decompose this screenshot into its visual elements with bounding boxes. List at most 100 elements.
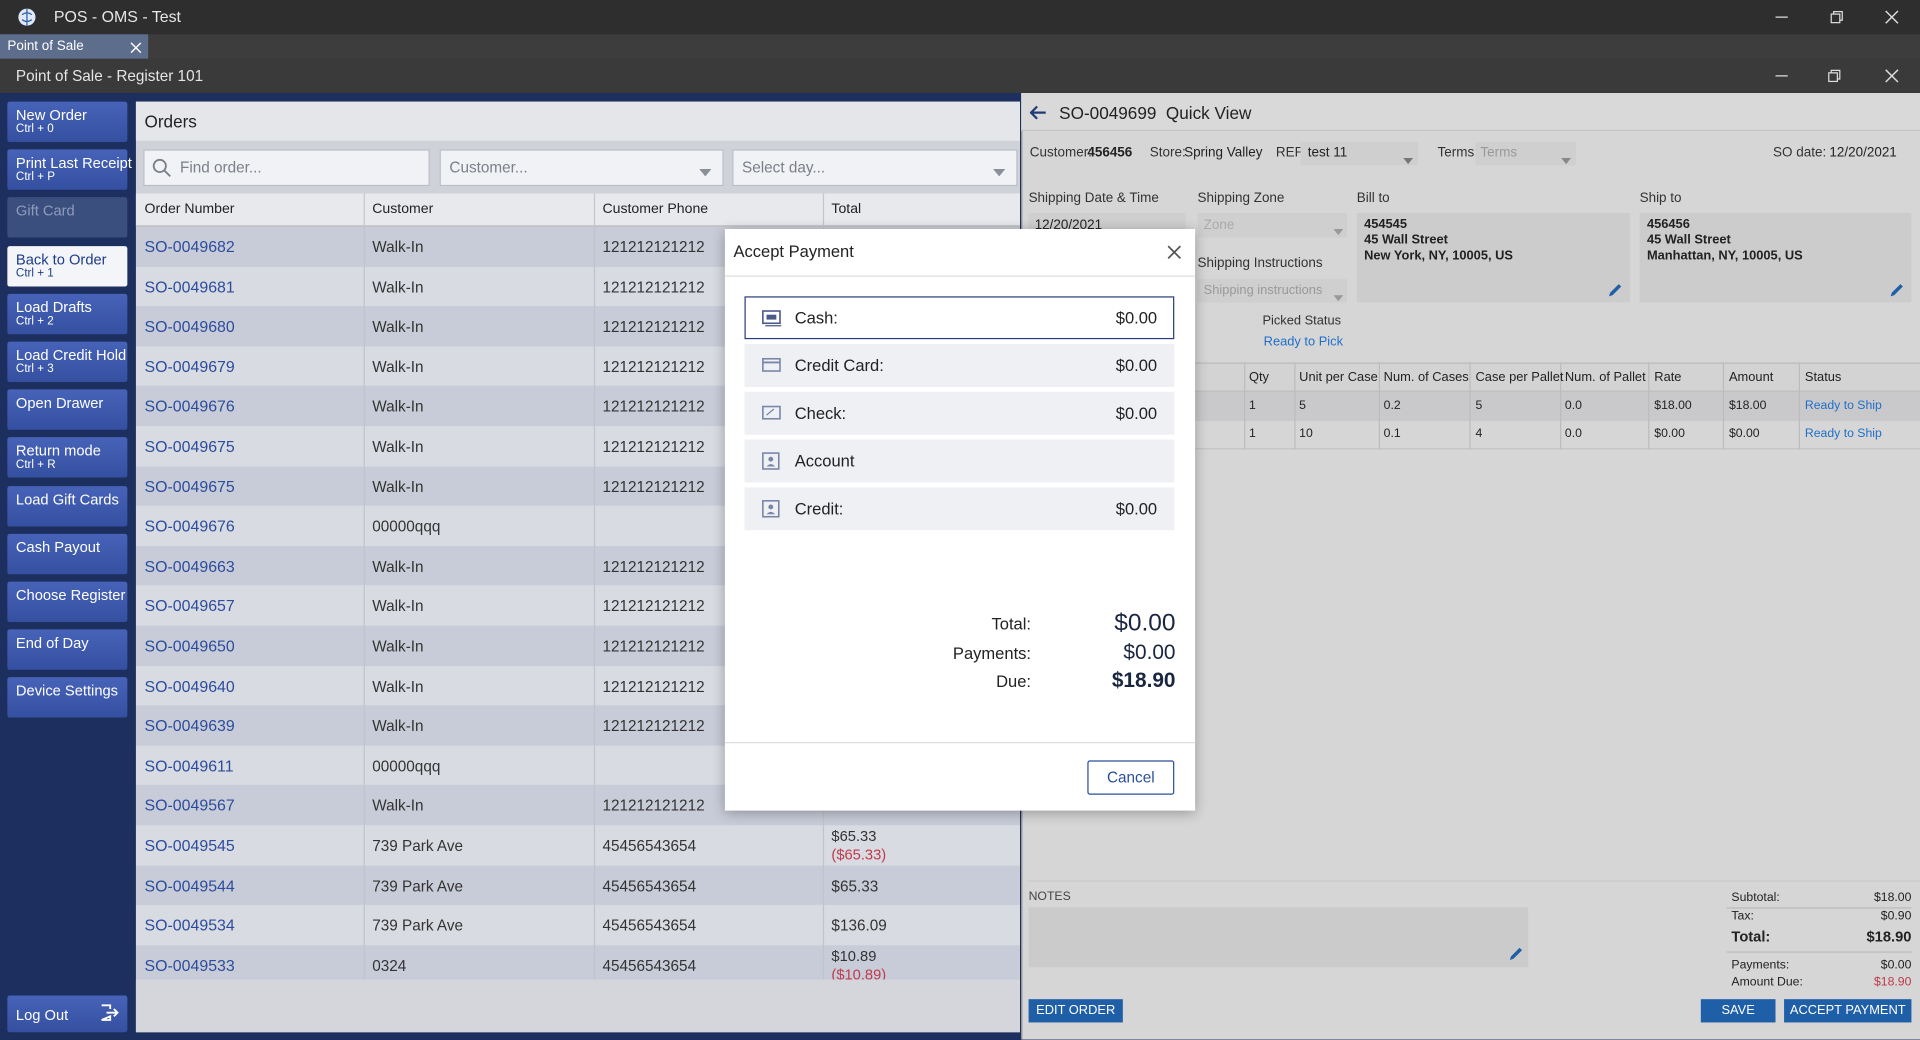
sidebar-button[interactable]: [7, 389, 128, 431]
sidebar-button[interactable]: [7, 677, 128, 719]
order-number[interactable]: SO-0049663: [144, 556, 235, 576]
order-row[interactable]: [135, 905, 1021, 946]
address-line: 45 Wall Street: [1364, 232, 1448, 248]
logout-button[interactable]: [7, 995, 128, 1033]
item-cell: 0.0: [1564, 399, 1582, 413]
action-button[interactable]: [1028, 999, 1123, 1023]
cell-divider: [363, 226, 365, 267]
order-number[interactable]: SO-0049567: [144, 796, 235, 815]
restore-button[interactable]: [1827, 69, 1842, 84]
search-input[interactable]: [143, 149, 430, 187]
field-label: REP:: [1275, 145, 1308, 161]
total-separator: [1726, 951, 1912, 953]
order-number[interactable]: SO-0049640: [144, 676, 235, 696]
sidebar-button[interactable]: [7, 437, 128, 479]
order-number[interactable]: SO-0049534: [144, 916, 235, 935]
order-number[interactable]: SO-0049675: [144, 437, 235, 456]
minimize-button[interactable]: [1774, 69, 1789, 84]
zone-dropdown[interactable]: [1197, 213, 1347, 238]
order-number[interactable]: SO-0049533: [144, 956, 235, 975]
cell-divider: [593, 426, 596, 467]
method-amount: $0.00: [1115, 499, 1158, 518]
order-number[interactable]: SO-0049682: [144, 237, 235, 256]
payment-icon-svg: [762, 357, 781, 372]
sidebar-button[interactable]: [7, 293, 128, 335]
back-arrow[interactable]: [1029, 105, 1047, 120]
dropdown-arrow-svg: [699, 168, 712, 177]
order-number[interactable]: SO-0049676: [144, 397, 235, 416]
order-row[interactable]: [135, 825, 1021, 866]
edit-icon[interactable]: [1608, 283, 1623, 298]
edit-icon[interactable]: [1889, 283, 1904, 298]
item-cell: 0.0: [1564, 427, 1582, 441]
tab[interactable]: [0, 34, 149, 59]
order-number[interactable]: SO-0049681: [144, 277, 235, 296]
restore-button[interactable]: [1829, 10, 1844, 25]
button-shortcut: Ctrl + 3: [15, 362, 54, 376]
cell-divider: [363, 585, 365, 626]
order-number[interactable]: SO-0049545: [144, 836, 235, 855]
cell-divider: [363, 785, 365, 826]
dialog-title: Accept Payment: [733, 242, 854, 261]
minimize-button[interactable]: [1774, 10, 1789, 25]
payment-method[interactable]: [744, 487, 1175, 531]
payment-method[interactable]: [744, 391, 1175, 435]
sidebar-button[interactable]: [7, 341, 128, 383]
sidebar-button[interactable]: [7, 485, 128, 527]
payment-method[interactable]: [744, 344, 1175, 387]
dropdown-arrow-svg: [1333, 295, 1344, 302]
search-input[interactable]: [732, 149, 1018, 187]
payment-method[interactable]: [744, 296, 1175, 340]
order-number[interactable]: SO-0049675: [144, 477, 235, 496]
close-button[interactable]: [1884, 69, 1899, 84]
order-row[interactable]: [135, 865, 1021, 906]
order-number[interactable]: SO-0049611: [144, 756, 234, 775]
order-number[interactable]: SO-0049680: [144, 317, 235, 336]
action-button[interactable]: [1700, 999, 1776, 1023]
column-divider: [593, 193, 596, 227]
order-number[interactable]: SO-0049657: [144, 596, 235, 616]
notes-box[interactable]: [1028, 907, 1529, 968]
edit-icon-svg: [1509, 947, 1523, 961]
dropdown-arrow: [1403, 151, 1414, 165]
total-label: Tax:: [1731, 909, 1754, 924]
payment-icon: [762, 404, 783, 424]
total-value: $18.00: [1873, 891, 1912, 905]
status-link: Ready to Ship: [1804, 399, 1882, 413]
order-number[interactable]: SO-0049650: [144, 636, 235, 656]
sidebar-button[interactable]: [7, 101, 128, 143]
rep-dropdown[interactable]: [1300, 142, 1418, 166]
tab-close[interactable]: [130, 40, 142, 54]
instructions-dropdown[interactable]: [1197, 279, 1347, 303]
sidebar-button[interactable]: [7, 149, 128, 191]
order-number[interactable]: SO-0049544: [144, 876, 235, 895]
order-number[interactable]: SO-0049679: [144, 357, 235, 376]
customer: 00000qqq: [372, 757, 441, 775]
action-button[interactable]: [1784, 999, 1912, 1023]
status-link[interactable]: Ready to Pick: [1263, 334, 1343, 349]
sidebar-button[interactable]: [7, 629, 128, 671]
sidebar-button[interactable]: [7, 533, 128, 575]
payment-method[interactable]: [744, 439, 1175, 483]
cancel-button[interactable]: [1087, 760, 1175, 795]
sidebar-button[interactable]: [7, 245, 128, 287]
sidebar-button[interactable]: [7, 581, 128, 623]
customer-phone: 45456543654: [602, 917, 697, 935]
order-number[interactable]: SO-0049639: [144, 716, 235, 735]
summary-value: $0.00: [1114, 609, 1176, 637]
cell-divider: [363, 505, 365, 546]
edit-icon[interactable]: [1509, 947, 1524, 962]
dialog-close[interactable]: [1167, 245, 1182, 260]
search-input[interactable]: [439, 149, 724, 187]
method-label: Check:: [794, 404, 847, 423]
terms-dropdown[interactable]: [1475, 142, 1576, 166]
order-row[interactable]: [135, 945, 1021, 980]
order-number[interactable]: SO-0049676: [144, 516, 235, 536]
app-icon-svg: [18, 8, 36, 26]
close-button[interactable]: [1884, 10, 1899, 25]
column-header: Rate: [1654, 369, 1682, 385]
total-value: $18.90: [1866, 928, 1912, 946]
button-label: Gift Card: [15, 202, 75, 220]
customer-phone: 45456543654: [602, 837, 697, 855]
